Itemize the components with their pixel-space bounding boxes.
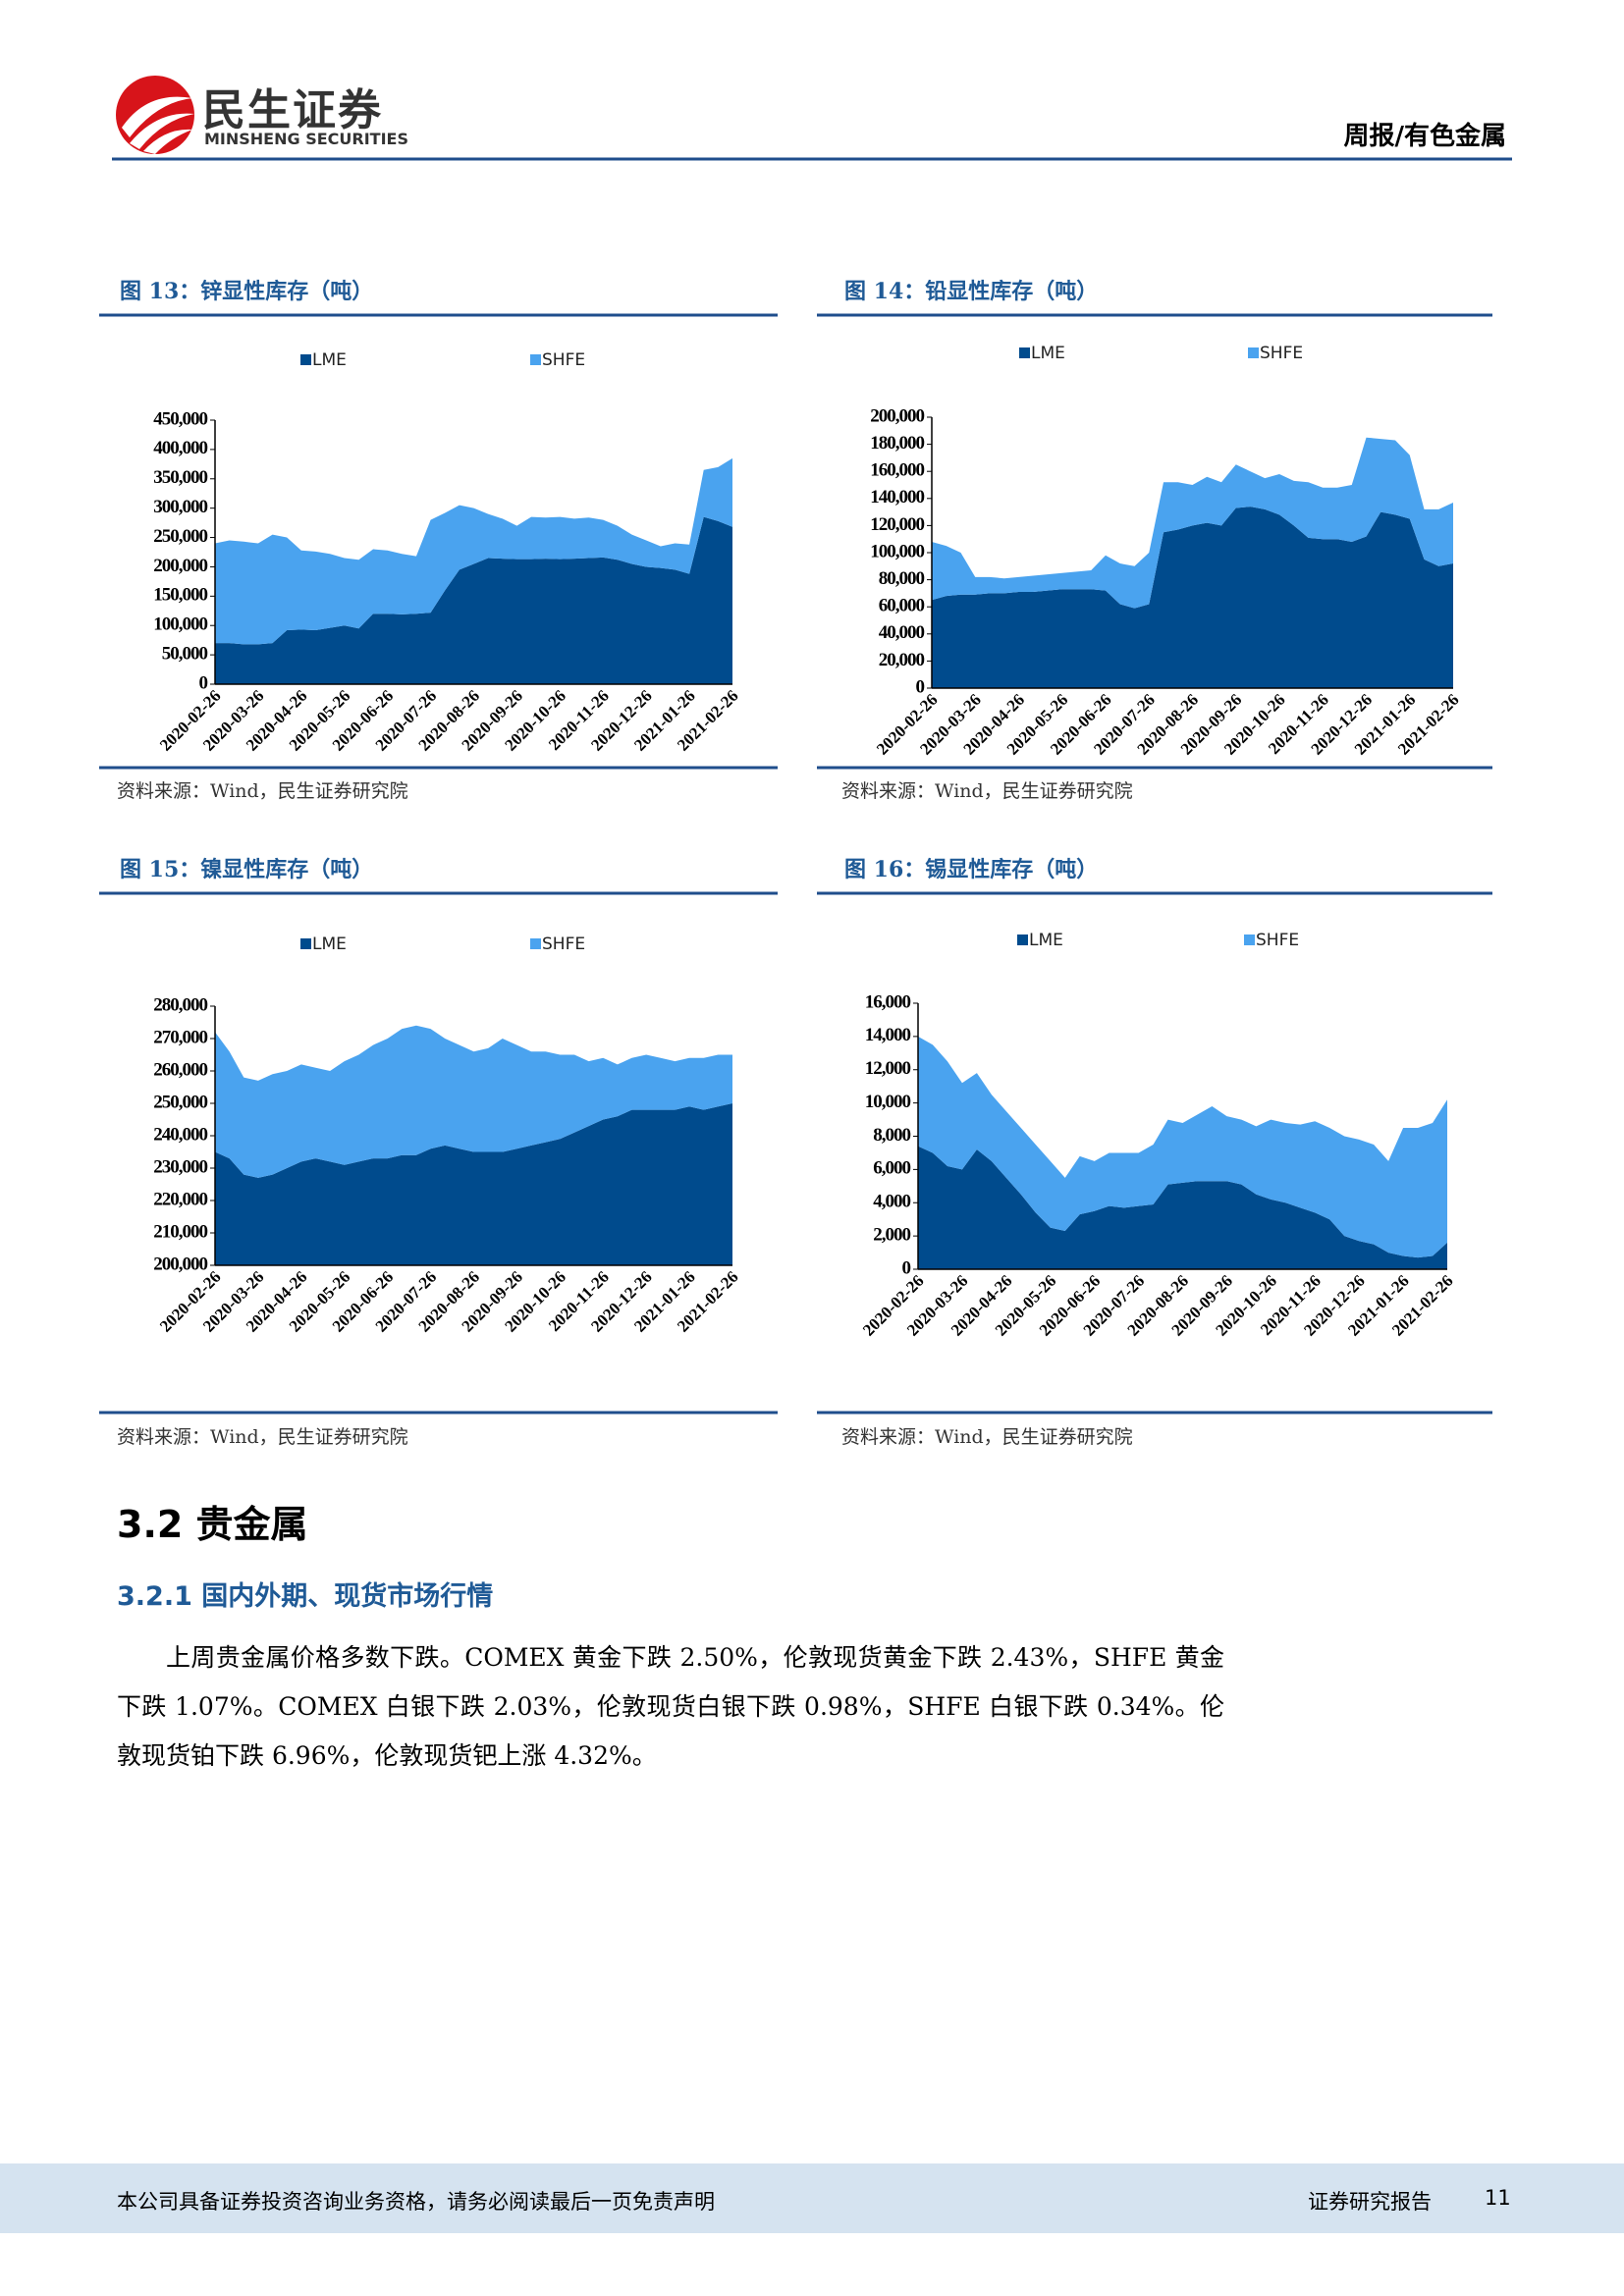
y-tick-label: 180,000 xyxy=(870,433,924,454)
figure-source: 资料来源：Wind，民生证券研究院 xyxy=(117,780,408,802)
logo-en: MINSHENG SECURITIES xyxy=(204,130,408,148)
subsection-heading: 3.2.1 国内外期、现货市场行情 xyxy=(117,1581,494,1612)
legend-swatch xyxy=(530,354,541,365)
y-tick-label: 450,000 xyxy=(153,408,207,429)
figure-source: 资料来源：Wind，民生证券研究院 xyxy=(117,1426,408,1448)
page-number: 11 xyxy=(1485,2186,1511,2210)
y-tick-label: 120,000 xyxy=(870,514,924,535)
y-tick-label: 10,000 xyxy=(865,1092,911,1112)
y-tick-label: 220,000 xyxy=(153,1189,207,1209)
legend-swatch xyxy=(1244,934,1255,945)
y-tick-label: 140,000 xyxy=(870,487,924,507)
y-tick-label: 200,000 xyxy=(153,556,207,576)
y-tick-label: 50,000 xyxy=(162,643,208,664)
area-series xyxy=(918,1146,1447,1269)
footer-label: 证券研究报告 xyxy=(1308,2190,1432,2214)
legend-swatch xyxy=(1019,347,1030,358)
legend-label: LME xyxy=(1029,931,1063,950)
figure-title: 图 16：锡显性库存（吨） xyxy=(844,857,1098,882)
area-series xyxy=(215,457,732,645)
y-tick-label: 0 xyxy=(902,1257,911,1278)
legend-label: SHFE xyxy=(1260,344,1303,363)
figure-source: 资料来源：Wind，民生证券研究院 xyxy=(841,1426,1133,1448)
legend-label: SHFE xyxy=(542,350,585,370)
y-tick-label: 2,000 xyxy=(873,1224,910,1245)
paragraph: 上周贵金属价格多数下跌。COMEX 黄金下跌 2.50%，伦敦现货黄金下跌 2.… xyxy=(117,1643,1224,1770)
legend-label: LME xyxy=(1031,344,1065,363)
legend-swatch xyxy=(1248,347,1259,358)
y-tick-label: 230,000 xyxy=(153,1156,207,1177)
y-tick-label: 4,000 xyxy=(873,1192,910,1212)
legend-label: SHFE xyxy=(542,934,585,954)
legend-swatch xyxy=(530,938,541,949)
y-tick-label: 250,000 xyxy=(153,1092,207,1112)
y-tick-label: 0 xyxy=(916,676,925,697)
y-tick-label: 210,000 xyxy=(153,1221,207,1242)
area-series xyxy=(932,437,1453,609)
y-tick-label: 40,000 xyxy=(879,622,925,643)
footer-disclaimer: 本公司具备证券投资咨询业务资格，请务必阅读最后一页免责声明 xyxy=(117,2190,715,2214)
area-series xyxy=(918,1036,1447,1258)
y-tick-label: 100,000 xyxy=(870,541,924,561)
y-tick-label: 14,000 xyxy=(865,1025,911,1045)
y-tick-label: 16,000 xyxy=(865,991,911,1012)
y-tick-label: 400,000 xyxy=(153,438,207,458)
area-series xyxy=(215,1025,732,1178)
y-tick-label: 100,000 xyxy=(153,614,207,635)
y-tick-label: 20,000 xyxy=(879,650,925,670)
logo-mark xyxy=(116,76,194,154)
figure-source: 资料来源：Wind，民生证券研究院 xyxy=(841,780,1133,802)
area-series xyxy=(215,516,732,684)
logo-cn: 民生证券 xyxy=(202,85,383,135)
legend-label: LME xyxy=(312,934,347,954)
section-heading: 3.2 贵金属 xyxy=(117,1503,308,1546)
y-tick-label: 160,000 xyxy=(870,460,924,481)
area-series xyxy=(215,1103,732,1265)
legend-swatch xyxy=(300,938,311,949)
y-tick-label: 300,000 xyxy=(153,497,207,517)
y-tick-label: 12,000 xyxy=(865,1058,911,1079)
y-tick-label: 0 xyxy=(199,672,208,693)
legend-label: LME xyxy=(312,350,347,370)
area-series xyxy=(932,507,1453,688)
y-tick-label: 6,000 xyxy=(873,1158,910,1179)
y-tick-label: 270,000 xyxy=(153,1027,207,1047)
y-tick-label: 260,000 xyxy=(153,1059,207,1080)
y-tick-label: 80,000 xyxy=(879,568,925,589)
y-tick-label: 60,000 xyxy=(879,596,925,616)
y-tick-label: 280,000 xyxy=(153,994,207,1015)
y-tick-label: 200,000 xyxy=(870,405,924,426)
legend-swatch xyxy=(1017,934,1028,945)
legend-label: SHFE xyxy=(1256,931,1299,950)
y-tick-label: 150,000 xyxy=(153,585,207,606)
footer-band xyxy=(0,2163,1624,2233)
figure-title: 图 14：铅显性库存（吨） xyxy=(844,279,1098,304)
y-tick-label: 200,000 xyxy=(153,1254,207,1274)
legend-swatch xyxy=(300,354,311,365)
figure-title: 图 13：锌显性库存（吨） xyxy=(120,279,373,304)
figure-title: 图 15：镍显性库存（吨） xyxy=(120,857,373,882)
report-category: 周报/有色金属 xyxy=(1343,122,1507,151)
y-tick-label: 250,000 xyxy=(153,526,207,547)
y-tick-label: 8,000 xyxy=(873,1125,910,1146)
y-tick-label: 350,000 xyxy=(153,467,207,488)
y-tick-label: 240,000 xyxy=(153,1124,207,1145)
